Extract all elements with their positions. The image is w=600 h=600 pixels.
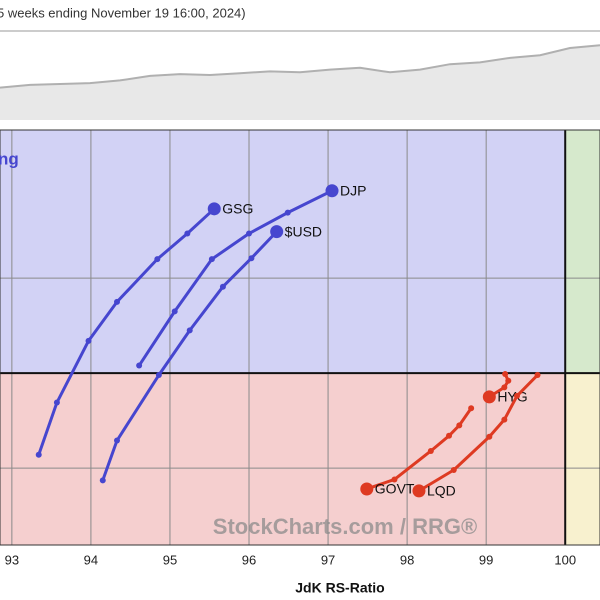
tail-point (248, 255, 255, 262)
x-tick-label: 100 (554, 552, 576, 567)
tail-point (53, 399, 60, 406)
tail-point (113, 298, 120, 305)
tail-point (35, 451, 42, 458)
tail-point (505, 377, 512, 384)
tail-line (418, 373, 539, 493)
quadrant-weakening (565, 373, 600, 545)
quadrant-lagging (0, 373, 566, 545)
tail-point (85, 337, 92, 344)
series-label: GSG (222, 201, 253, 217)
tail-point (502, 371, 509, 378)
series-label: DJP (340, 182, 366, 198)
tail-point (154, 256, 161, 263)
tail-point (284, 209, 291, 216)
head-point (207, 202, 221, 216)
x-tick-label: 95 (163, 552, 177, 567)
series-label: GOVT (375, 481, 415, 497)
x-axis-label: JdK RS-Ratio (295, 580, 384, 596)
head-point (412, 484, 426, 498)
watermark: StockCharts.com / RRG® (213, 514, 477, 539)
x-tick-label: 94 (84, 552, 98, 567)
tail-point (246, 230, 253, 237)
head-point (360, 482, 374, 496)
tail-point (456, 422, 463, 429)
x-tick-label: 97 (321, 552, 335, 567)
tail-line (488, 373, 510, 399)
quadrant-improving (0, 130, 566, 374)
x-tick-label: 93 (5, 552, 19, 567)
benchmark-area (0, 45, 600, 120)
tail-point (446, 432, 453, 439)
tail-point (99, 477, 106, 484)
tail-point (450, 466, 457, 473)
benchmark-line (0, 44, 600, 89)
head-point (270, 225, 284, 239)
tail-point (136, 362, 143, 369)
plot-frame (0, 129, 600, 546)
x-tick-label: 96 (242, 552, 256, 567)
tail-point (427, 447, 434, 454)
tail-point (534, 372, 541, 379)
tail-point (501, 416, 508, 423)
tail-point (501, 384, 508, 391)
tail-point (513, 392, 520, 399)
tail-line (137, 189, 333, 367)
quadrant-leading (565, 130, 600, 374)
tail-point (468, 405, 475, 412)
tail-point (184, 230, 191, 237)
header: 5 weeks ending November 19 16:00, 2024) (0, 5, 246, 20)
tail-point (171, 308, 178, 315)
quadrant-label: ng (0, 149, 19, 168)
tail-point (208, 256, 215, 263)
head-point (482, 390, 496, 404)
x-tick-label: 98 (400, 552, 414, 567)
tail-point (486, 433, 493, 440)
tail-point (113, 437, 120, 444)
tail-line (366, 407, 473, 491)
x-tick-label: 99 (479, 552, 493, 567)
tail-point (155, 372, 162, 379)
tail-point (391, 476, 398, 483)
tail-point (186, 327, 193, 334)
head-point (325, 184, 339, 198)
series-label: $USD (285, 223, 322, 239)
tail-point (219, 283, 226, 290)
series-label: LQD (427, 483, 456, 499)
